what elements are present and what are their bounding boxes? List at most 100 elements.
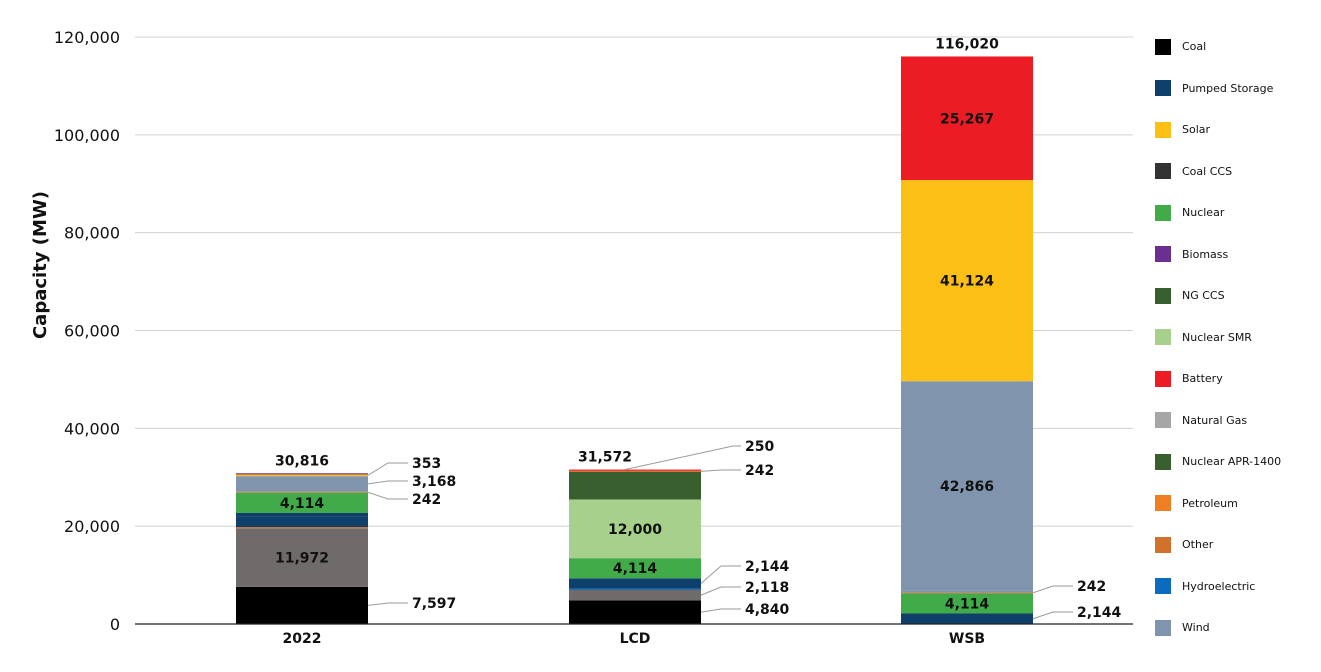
legend-label: Pumped Storage <box>1182 81 1274 95</box>
legend-swatch <box>1155 453 1171 470</box>
legend-item: Coal <box>1155 26 1321 68</box>
bar-segment-hydroelectric <box>236 512 368 517</box>
bar-segment-other <box>901 592 1033 594</box>
legend-item: Natural Gas <box>1155 400 1321 442</box>
legend: Coal Pumped Storage Solar Coal CCS Nuclear Bi… <box>1155 26 1321 649</box>
legend-swatch <box>1155 38 1171 55</box>
legend-label: Nuclear <box>1182 206 1225 220</box>
bar-segment-natural-gas <box>236 528 368 587</box>
legend-label: Natural Gas <box>1182 413 1248 427</box>
bar-segment-nuclear <box>569 558 701 579</box>
bar-stack-wsb <box>901 56 1033 624</box>
bar-segment-solar <box>236 474 368 477</box>
bar-segment-nuclear-smr <box>569 499 701 559</box>
bar-segment-battery <box>901 56 1033 181</box>
y-axis-title: Capacity (MW) <box>30 191 51 339</box>
x-tick-label: 2022 <box>283 631 322 647</box>
segment-value-label: 242 <box>412 492 441 508</box>
legend-label: Other <box>1182 538 1214 552</box>
legend-label: NG CCS <box>1182 289 1225 303</box>
bar-segment-petroleum <box>236 491 368 493</box>
legend-swatch <box>1155 163 1171 180</box>
legend-swatch <box>1155 619 1171 636</box>
y-tick-label: 40,000 <box>64 419 120 438</box>
bar-stack-2022 <box>236 473 368 624</box>
legend-item: Other <box>1155 524 1321 566</box>
leader-line <box>624 445 741 471</box>
segment-value-label: 4,114 <box>280 496 325 512</box>
legend-label: Hydroelectric <box>1182 579 1256 593</box>
leader-line <box>367 491 408 500</box>
segment-value-label: 353 <box>412 456 441 472</box>
legend-swatch <box>1155 246 1171 263</box>
leader-line <box>700 469 741 472</box>
bar-segment-nuclear <box>236 492 368 513</box>
segment-value-label: 2,144 <box>1077 605 1122 621</box>
segment-value-label: 2,118 <box>745 580 789 596</box>
leader-line <box>367 602 408 606</box>
legend-swatch <box>1155 578 1171 595</box>
legend-label: Petroleum <box>1182 496 1238 510</box>
bar-segment-natural-gas <box>569 589 701 601</box>
legend-item: Wind <box>1155 607 1321 649</box>
x-tick-label: LCD <box>620 631 651 647</box>
legend-swatch <box>1155 329 1171 346</box>
bar-segment-ng-ccs <box>569 471 701 500</box>
segment-value-label: 41,124 <box>940 274 994 290</box>
leader-line <box>1032 611 1073 620</box>
legend-item: NG CCS <box>1155 275 1321 317</box>
legend-item: Nuclear <box>1155 192 1321 234</box>
bar-segment-other <box>236 527 368 529</box>
bar-segment-hydroelectric <box>901 590 1033 593</box>
bar-segment-coal <box>569 600 701 624</box>
legend-swatch <box>1155 204 1171 221</box>
leader-line <box>367 480 408 485</box>
legend-item: Nuclear SMR <box>1155 317 1321 359</box>
y-tick-label: 0 <box>110 615 120 634</box>
leader-line <box>700 565 741 584</box>
data-labels: 7,597 11,972 4,114 242 3,168 353 30,816 4,840 2,… <box>275 36 1122 621</box>
legend-swatch <box>1155 412 1171 429</box>
legend-label: Nuclear SMR <box>1182 330 1252 344</box>
legend-swatch <box>1155 495 1171 512</box>
legend-swatch <box>1155 287 1171 304</box>
y-tick-label: 80,000 <box>64 224 120 243</box>
bar-segment-other <box>569 470 701 472</box>
x-axis-ticks: 2022 LCD WSB <box>283 631 986 647</box>
leader-line <box>700 586 741 596</box>
bar-segment-wind <box>236 476 368 492</box>
bar-segment-biomass <box>236 473 368 475</box>
segment-value-label: 242 <box>1077 579 1106 595</box>
leader-line <box>1032 585 1073 594</box>
legend-item: Hydroelectric <box>1155 566 1321 608</box>
legend-swatch <box>1155 370 1171 387</box>
segment-value-label: 42,866 <box>940 479 994 495</box>
segment-value-label: 11,972 <box>275 551 329 567</box>
segment-value-label: 3,168 <box>412 474 456 490</box>
legend-item: Nuclear APR-1400 <box>1155 441 1321 483</box>
segment-value-label: 4,114 <box>613 561 658 577</box>
legend-label: Solar <box>1182 123 1211 137</box>
segment-value-label: 25,267 <box>940 111 994 127</box>
leader-line <box>700 608 741 613</box>
total-value-label: 116,020 <box>935 36 999 52</box>
total-value-label: 30,816 <box>275 453 329 469</box>
segment-value-label: 7,597 <box>412 596 456 612</box>
y-axis-ticks: 0 20,000 40,000 60,000 80,000 100,000 120,000 <box>54 28 120 634</box>
legend-label: Coal CCS <box>1182 164 1233 178</box>
legend-label: Nuclear APR-1400 <box>1182 455 1282 469</box>
bar-stack-lcd <box>569 469 701 624</box>
bar-segment-pumped-storage <box>569 578 701 589</box>
segment-value-label: 4,114 <box>945 596 990 612</box>
bar-segment-pumped-storage <box>236 516 368 528</box>
segment-value-label: 12,000 <box>608 522 662 538</box>
bar-segment-battery <box>569 469 701 471</box>
legend-swatch <box>1155 536 1171 553</box>
legend-item: Pumped Storage <box>1155 68 1321 110</box>
legend-label: Biomass <box>1182 247 1229 261</box>
bar-segment-solar <box>901 180 1033 382</box>
bar-segment-wind <box>901 381 1033 591</box>
bar-segment-nuclear <box>901 593 1033 614</box>
legend-label: Wind <box>1182 621 1210 635</box>
